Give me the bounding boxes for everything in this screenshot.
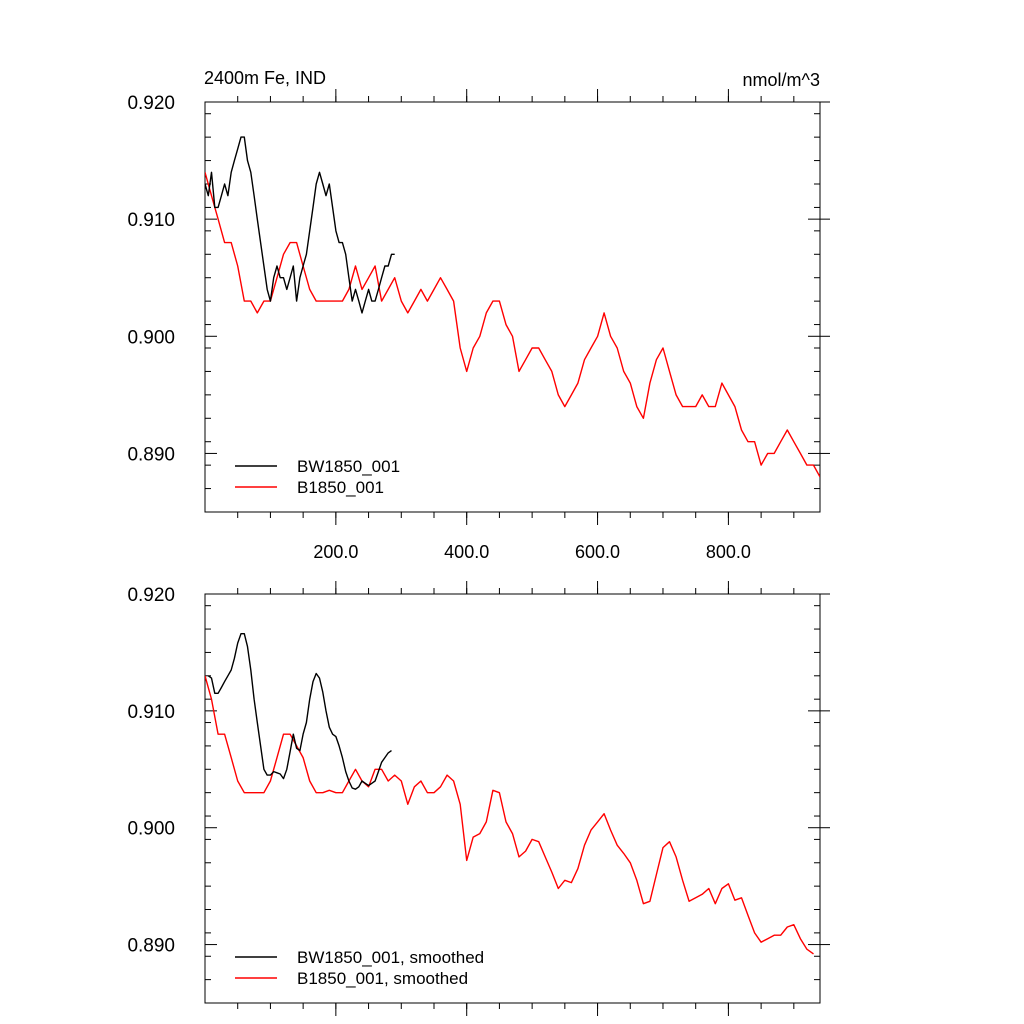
x-tick-label: 800.0	[706, 542, 751, 562]
series-line-1	[205, 675, 814, 955]
y-tick-label: 0.910	[127, 702, 175, 723]
top-panel: 0.920 0.910 0.900 0.890 200.0 400.0 600.0 800.0…	[127, 89, 830, 562]
x-tick-label: 600.0	[575, 542, 620, 562]
y-tick-label: 0.900	[127, 819, 175, 840]
y-tick-label: 0.920	[127, 93, 175, 114]
series-line-0	[205, 136, 395, 314]
figure-units: nmol/m^3	[743, 70, 820, 90]
x-tick-label: 200.0	[313, 542, 358, 562]
y-tick-label: 0.890	[127, 444, 175, 465]
legend-label: BW1850_001, smoothed	[297, 948, 484, 967]
legend-label: B1850_001, smoothed	[297, 969, 468, 988]
series-line-1	[205, 172, 820, 478]
bottom-panel: 0.920 0.910 0.900 0.890 BW1850_001, smoothed…	[127, 581, 830, 1016]
legend-label: B1850_001	[297, 478, 384, 497]
figure-title: 2400m Fe, IND	[204, 68, 326, 88]
y-tick-label: 0.890	[127, 936, 175, 957]
y-tick-label: 0.900	[127, 327, 175, 348]
y-tick-label: 0.920	[127, 585, 175, 606]
y-tick-label: 0.910	[127, 210, 175, 231]
series-line-0	[207, 633, 392, 790]
plot-frame	[204, 101, 821, 513]
legend-label: BW1850_001	[297, 457, 400, 476]
x-tick-label: 400.0	[444, 542, 489, 562]
plot-frame	[204, 593, 821, 1004]
